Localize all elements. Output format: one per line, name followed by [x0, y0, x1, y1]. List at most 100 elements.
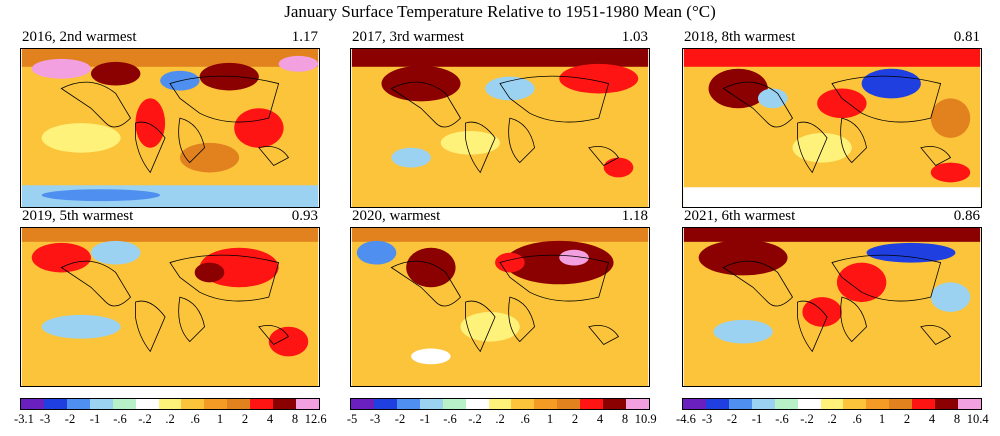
legend-tick-label: -1 — [419, 412, 431, 426]
legend-tick-label: 12.6 — [304, 412, 327, 426]
legend-tick-label: -4.6 — [676, 412, 696, 426]
legend-swatch — [181, 399, 205, 409]
legend-swatch — [683, 399, 706, 409]
legend-swatch — [135, 399, 159, 409]
legend-swatch — [43, 399, 67, 409]
legend-tick-label: 10.4 — [966, 412, 989, 426]
legend-ticks: -3.1 -3 -2 -1 -.6 -.2 .2 .6 1 2 4 8 12.6 — [14, 412, 327, 430]
legend-swatch — [21, 399, 44, 409]
panel-2016: 2016, 2nd warmest 1.17 — [20, 28, 320, 208]
legend-tick-label: 1 — [216, 412, 224, 426]
panel-label: 2018, 8th warmest — [684, 29, 796, 45]
panel-value: 1.17 — [291, 29, 318, 45]
legend-bar — [350, 398, 650, 410]
legend-swatch — [580, 399, 604, 409]
legend-tick-label: 10.9 — [634, 412, 657, 426]
legend-swatch — [89, 399, 113, 409]
panel-2019: 2019, 5th warmest 0.93 — [20, 207, 320, 387]
legend-tick-label: 1 — [878, 412, 886, 426]
legend-swatch — [866, 399, 890, 409]
legend-swatch — [843, 399, 867, 409]
panel-value: 1.18 — [621, 208, 648, 224]
figure-title: January Surface Temperature Relative to … — [284, 2, 716, 21]
panel-label: 2016, 2nd warmest — [22, 29, 137, 45]
color-legend-2: -5 -3 -2 -1 -.6 -.2 .2 .6 1 2 4 8 10.9 — [346, 398, 657, 430]
legend-tick-label: -3 — [39, 412, 51, 426]
legend-swatch — [442, 399, 466, 409]
legend-tick-label: -.2 — [138, 412, 152, 426]
legend-bar — [682, 398, 982, 410]
legend-tick-label: -.2 — [468, 412, 482, 426]
legend-swatch — [557, 399, 581, 409]
legend-swatch — [465, 399, 489, 409]
legend-tick-label: -1 — [89, 412, 101, 426]
legend-swatch — [889, 399, 913, 409]
legend-swatch — [774, 399, 798, 409]
legend-swatch — [396, 399, 420, 409]
legend-tick-label: -.6 — [775, 412, 789, 426]
legend-tick-label: -2 — [64, 412, 76, 426]
legend-swatch — [488, 399, 512, 409]
legend-tick-label: .6 — [520, 412, 530, 426]
panel-value: 0.86 — [953, 208, 980, 224]
legend-swatch — [705, 399, 729, 409]
legend-swatch — [227, 399, 251, 409]
legend-tick-label: 4 — [928, 412, 936, 426]
legend-swatch — [820, 399, 844, 409]
legend-swatch — [935, 399, 959, 409]
legend-tick-label: 8 — [621, 412, 629, 426]
legend-bar — [20, 398, 320, 410]
legend-tick-label: 2 — [571, 412, 579, 426]
legend-tick-label: -3 — [369, 412, 381, 426]
legend-swatch — [958, 399, 981, 409]
map-2018 — [682, 48, 982, 208]
legend-tick-label: -.6 — [443, 412, 457, 426]
legend-tick-label: .6 — [852, 412, 862, 426]
legend-swatch — [728, 399, 752, 409]
legend-tick-label: 8 — [291, 412, 299, 426]
legend-swatch — [419, 399, 443, 409]
panel-2018: 2018, 8th warmest 0.81 — [682, 28, 982, 208]
legend-swatch — [273, 399, 297, 409]
legend-swatch — [373, 399, 397, 409]
panel-label: 2021, 6th warmest — [684, 208, 796, 224]
legend-tick-label: 1 — [546, 412, 554, 426]
legend-tick-label: -5 — [346, 412, 358, 426]
legend-ticks: -4.6 -3 -2 -1 -.6 -.2 .2 .6 1 2 4 8 10.4 — [676, 412, 989, 430]
legend-swatch — [112, 399, 136, 409]
legend-tick-label: -2 — [726, 412, 738, 426]
legend-swatch — [751, 399, 775, 409]
panel-2021: 2021, 6th warmest 0.86 — [682, 207, 982, 387]
panel-value: 1.03 — [621, 29, 648, 45]
panel-2020: 2020, warmest 1.18 — [350, 207, 650, 387]
legend-tick-label: -.2 — [800, 412, 814, 426]
legend-swatch — [797, 399, 821, 409]
legend-swatch — [158, 399, 182, 409]
legend-tick-label: -.6 — [113, 412, 127, 426]
legend-tick-label: 2 — [241, 412, 249, 426]
color-legend-1: -3.1 -3 -2 -1 -.6 -.2 .2 .6 1 2 4 8 12.6 — [14, 398, 327, 430]
legend-ticks: -5 -3 -2 -1 -.6 -.2 .2 .6 1 2 4 8 10.9 — [346, 412, 657, 430]
map-2017 — [350, 48, 650, 208]
map-2019 — [20, 227, 320, 387]
legend-tick-label: 4 — [266, 412, 274, 426]
legend-tick-label: .2 — [827, 412, 837, 426]
legend-swatch — [250, 399, 274, 409]
panel-label: 2017, 3rd warmest — [352, 29, 465, 45]
legend-tick-label: 4 — [596, 412, 604, 426]
legend-tick-label: .2 — [165, 412, 175, 426]
legend-tick-label: .6 — [190, 412, 200, 426]
map-2016 — [20, 48, 320, 208]
legend-tick-label: -1 — [751, 412, 763, 426]
panel-2017: 2017, 3rd warmest 1.03 — [350, 28, 650, 208]
legend-swatch — [351, 399, 374, 409]
legend-swatch — [912, 399, 936, 409]
legend-swatch — [603, 399, 627, 409]
legend-swatch — [534, 399, 558, 409]
legend-swatch — [511, 399, 535, 409]
map-2020 — [350, 227, 650, 387]
panel-value: 0.81 — [953, 29, 980, 45]
legend-tick-label: 2 — [903, 412, 911, 426]
legend-swatch — [66, 399, 90, 409]
legend-tick-label: -2 — [394, 412, 406, 426]
